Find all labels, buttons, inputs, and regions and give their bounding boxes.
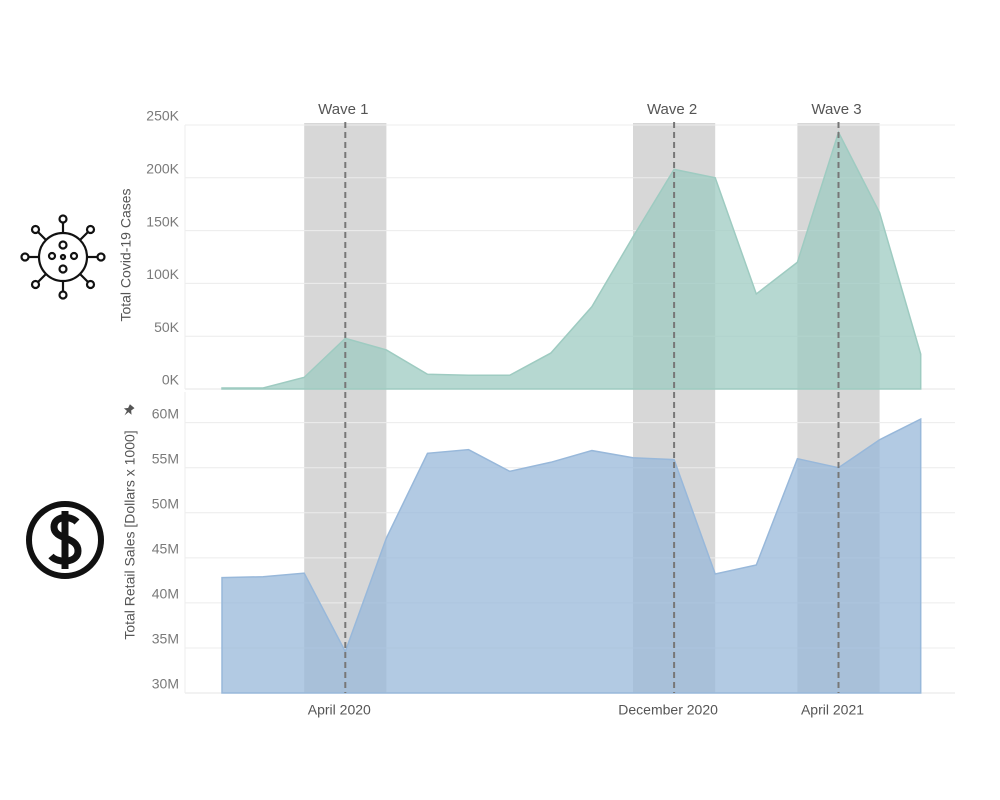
x-tick-label: April 2020 xyxy=(308,702,371,718)
x-tick-label: December 2020 xyxy=(618,702,718,718)
pin-icon xyxy=(123,404,135,416)
y-axis-label: Total Retail Sales [Dollars x 1000] xyxy=(122,430,138,639)
y-tick-label: 35M xyxy=(152,631,179,647)
y-tick-label: 250K xyxy=(146,108,179,124)
virus-icon xyxy=(20,214,106,300)
y-tick-label: 150K xyxy=(146,213,179,229)
y-tick-label: 200K xyxy=(146,161,179,177)
y-tick-label: 55M xyxy=(152,450,179,466)
y-tick-label: 40M xyxy=(152,586,179,602)
wave-label: Wave 2 xyxy=(647,101,697,118)
y-tick-label: 100K xyxy=(146,266,179,282)
y-tick-label: 50M xyxy=(152,495,179,511)
y-tick-label: 0K xyxy=(162,372,180,388)
y-tick-label: 60M xyxy=(152,405,179,421)
area xyxy=(221,130,922,390)
wave-label: Wave 3 xyxy=(811,101,861,118)
x-tick-label: April 2021 xyxy=(801,702,864,718)
icons xyxy=(20,214,135,579)
y-tick-label: 50K xyxy=(154,319,180,335)
y-axis-label: Total Covid-19 Cases xyxy=(118,188,134,321)
y-tick-label: 45M xyxy=(152,541,179,557)
y-tick-label: 30M xyxy=(152,676,179,692)
wave-label: Wave 1 xyxy=(318,101,368,118)
area xyxy=(221,417,922,694)
dollar-icon xyxy=(26,501,104,579)
